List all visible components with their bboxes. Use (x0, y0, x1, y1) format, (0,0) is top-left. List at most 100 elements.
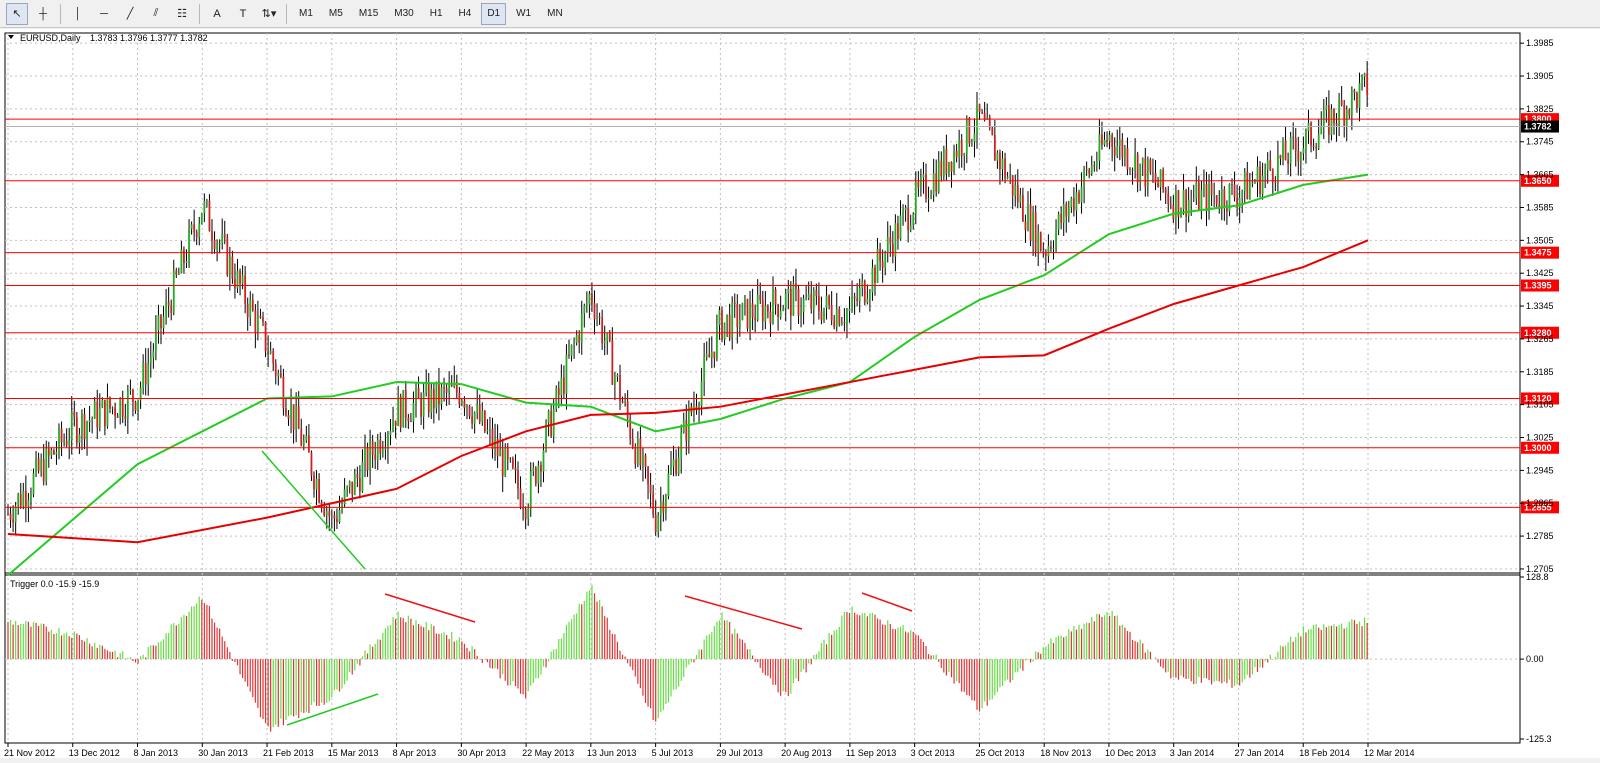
candle-body (315, 478, 318, 490)
timeframe-h1[interactable]: H1 (429, 8, 443, 19)
candle-body (616, 374, 619, 377)
price-label: 1.3105 (1526, 400, 1554, 410)
candle-body (116, 415, 119, 418)
candle-body (731, 302, 734, 338)
candle-body (1169, 204, 1172, 206)
candle-body (869, 292, 871, 299)
timeframe-m30[interactable]: M30 (394, 8, 414, 19)
candle-body (1310, 122, 1312, 146)
arrows-dropdown-icon[interactable]: ⇅▾ (261, 8, 277, 20)
candle-body (614, 376, 616, 385)
candle-body (27, 500, 30, 507)
price-candles (7, 61, 1369, 538)
candle-body (330, 515, 333, 517)
candle-body (1106, 139, 1108, 142)
candle-body (588, 293, 591, 305)
candle-body (856, 298, 859, 301)
candle-body (1208, 183, 1210, 212)
candle-body (670, 466, 672, 474)
candle-body (1282, 140, 1284, 159)
chart-window[interactable]: 1.3800 1.3650 1.3475 1.3395 1.3280 1.3120 1.30… (0, 29, 1600, 758)
collapse-arrow-icon (8, 35, 14, 39)
timeframe-m15[interactable]: M15 (358, 8, 379, 19)
candle-body (410, 421, 412, 423)
candle-body (1236, 197, 1238, 208)
candle-body (1315, 146, 1318, 149)
candle-body (568, 354, 570, 356)
price-label: 1.3825 (1526, 104, 1554, 114)
candle-body (223, 234, 226, 238)
candle-body (438, 381, 440, 405)
ma-slow-line (7, 239, 1369, 544)
candle-body (75, 417, 78, 443)
timeframe-w1[interactable]: W1 (516, 8, 532, 19)
candle-body (728, 314, 731, 338)
time-label: 22 May 2013 (522, 748, 574, 758)
vertical-line-icon[interactable]: │ (74, 7, 82, 20)
timeframe-h4[interactable]: H4 (458, 8, 472, 19)
candle-body (1101, 134, 1103, 145)
level-label: 1.3120 (1524, 393, 1552, 403)
candle-body (805, 297, 808, 299)
candle-body (1121, 139, 1124, 158)
candle-body (884, 252, 887, 268)
candle-body (1131, 169, 1134, 171)
candle-body (812, 290, 815, 310)
candle-body (287, 414, 290, 419)
candle-body (257, 315, 259, 334)
trendline-annotations (261, 450, 913, 726)
candle-body (259, 315, 262, 318)
text-icon[interactable]: A (213, 7, 221, 20)
timeframe-mn[interactable]: MN (547, 8, 563, 19)
candle-body (425, 384, 428, 393)
candle-body (440, 386, 443, 405)
indicator-divergence-line (861, 592, 913, 612)
candle-body (601, 317, 604, 344)
text-label-icon[interactable]: T (239, 7, 247, 20)
candle-body (519, 488, 522, 507)
cursor-icon[interactable]: ↖ (6, 2, 28, 25)
candle-body (1032, 212, 1034, 241)
candle-body (866, 298, 869, 303)
candle-body (1108, 135, 1111, 142)
candle-body (463, 400, 466, 408)
candle-body (1233, 184, 1236, 198)
candle-body (420, 397, 422, 417)
timeframe-d1[interactable]: D1 (481, 2, 507, 25)
candle-body (779, 311, 782, 318)
equidistant-channel-icon[interactable]: ⫽ (153, 7, 159, 19)
time-label: 30 Apr 2013 (457, 748, 506, 758)
candle-body (705, 353, 708, 357)
candle-body (221, 234, 224, 244)
crosshair-icon[interactable]: ┼ (39, 7, 47, 20)
candle-body (491, 428, 494, 450)
candle-body (741, 303, 744, 320)
indicator-tick-label: -125.3 (1526, 734, 1552, 744)
candle-body (524, 509, 527, 519)
candle-body (810, 294, 813, 310)
candle-body (78, 434, 81, 443)
candle-body (807, 294, 810, 298)
candle-body (1297, 151, 1300, 162)
candle-body (1294, 137, 1297, 152)
candle-body (606, 332, 609, 342)
horizontal-line-icon[interactable]: ─ (100, 7, 108, 20)
candle-body (777, 304, 779, 318)
candle-body (104, 399, 106, 427)
trendline-icon[interactable]: ╱ (126, 8, 134, 20)
level-label: 1.3475 (1524, 248, 1552, 258)
candle-body (1124, 148, 1126, 158)
fibonacci-icon[interactable]: ☷ (177, 8, 187, 20)
candle-body (899, 215, 902, 240)
price-label: 1.3665 (1526, 170, 1554, 180)
candle-body (698, 405, 700, 410)
candle-body (570, 344, 573, 356)
candle-body (1277, 155, 1279, 183)
candle-body (119, 398, 122, 418)
timeframe-m1[interactable]: M1 (299, 8, 313, 19)
candle-body (308, 435, 310, 453)
time-label: 8 Apr 2013 (393, 748, 437, 758)
candle-body (815, 290, 818, 297)
candle-body (274, 363, 277, 376)
timeframe-m5[interactable]: M5 (328, 8, 343, 19)
